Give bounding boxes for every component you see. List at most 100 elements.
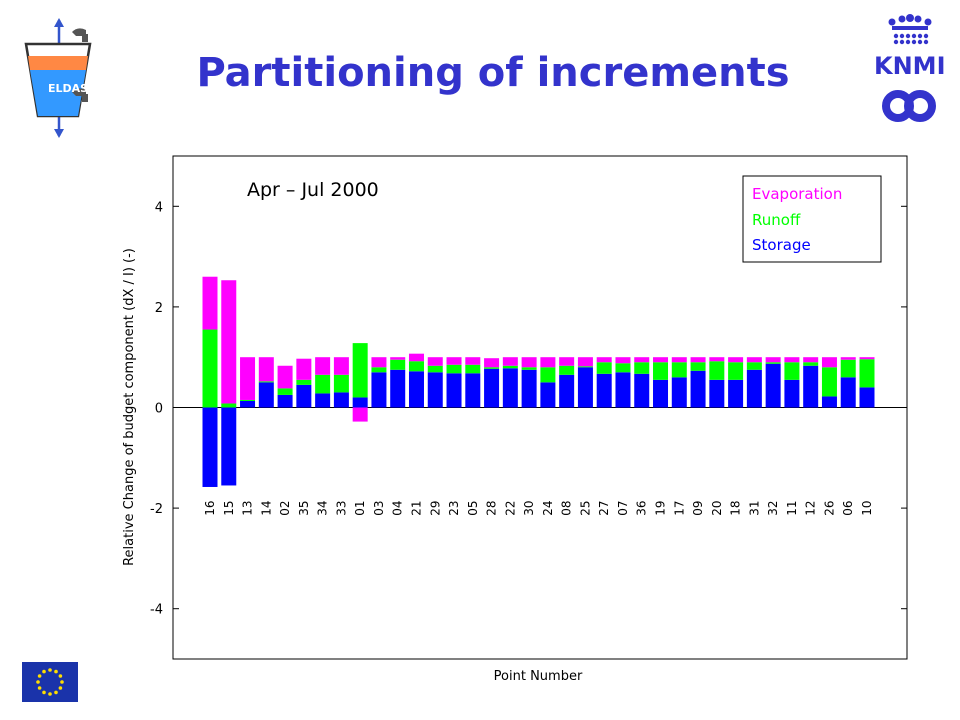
bar-storage-31 — [746, 369, 762, 408]
bar-runoff-29 — [427, 365, 443, 373]
x-tick-label-33: 33 — [334, 501, 348, 516]
bar-storage-18 — [728, 379, 744, 408]
bar-runoff-05 — [465, 364, 481, 374]
bar-storage-33 — [333, 392, 349, 408]
bar-storage-29 — [427, 372, 443, 408]
bar-storage-25 — [577, 367, 593, 408]
bar-runoff-24 — [540, 367, 556, 383]
x-tick-label-25: 25 — [578, 501, 592, 516]
bar-storage-34 — [315, 393, 331, 408]
bar-evaporation-25 — [577, 357, 593, 367]
bar-runoff-33 — [333, 374, 349, 393]
bar-storage-02 — [277, 394, 293, 408]
bar-evaporation-09 — [690, 357, 706, 363]
y-tick-label: 2 — [155, 301, 163, 316]
chart-annotation: Apr – Jul 2000 — [247, 179, 379, 201]
x-tick-label-05: 05 — [466, 501, 480, 516]
bar-storage-07 — [615, 372, 631, 408]
x-tick-label-17: 17 — [672, 501, 686, 516]
bar-storage-36 — [634, 373, 650, 408]
bar-runoff-14 — [258, 381, 274, 383]
bar-storage-35 — [296, 384, 312, 408]
bar-storage-15 — [221, 407, 237, 486]
bar-storage-24 — [540, 382, 556, 408]
bar-evaporation-01 — [352, 407, 368, 422]
x-tick-label-27: 27 — [597, 501, 611, 516]
bar-storage-30 — [521, 369, 537, 408]
bar-evaporation-14 — [258, 357, 274, 382]
bar-evaporation-15 — [221, 280, 237, 404]
bar-storage-14 — [258, 382, 274, 408]
legend-entry-storage: Storage — [752, 236, 811, 254]
bar-runoff-28 — [484, 367, 500, 369]
bar-runoff-31 — [746, 362, 762, 370]
bar-storage-26 — [821, 396, 837, 408]
x-tick-label-22: 22 — [503, 501, 517, 516]
knmi-logo-text: KNMI — [874, 52, 946, 80]
bar-runoff-25 — [577, 366, 593, 368]
bar-evaporation-32 — [765, 357, 781, 363]
legend-entry-runoff: Runoff — [752, 211, 801, 229]
bar-evaporation-20 — [709, 357, 725, 362]
bar-runoff-36 — [634, 362, 650, 374]
bar-runoff-27 — [596, 362, 612, 374]
bar-evaporation-04 — [390, 357, 406, 360]
x-tick-label-26: 26 — [822, 501, 836, 516]
x-tick-label-14: 14 — [259, 501, 273, 516]
bar-evaporation-24 — [540, 357, 556, 368]
x-tick-label-01: 01 — [353, 501, 367, 516]
bar-evaporation-05 — [465, 357, 481, 365]
bar-evaporation-03 — [371, 357, 387, 368]
x-tick-label-02: 02 — [278, 501, 292, 516]
bar-runoff-11 — [784, 362, 800, 380]
bar-evaporation-19 — [653, 357, 669, 363]
bar-runoff-12 — [803, 362, 819, 366]
bar-storage-03 — [371, 372, 387, 408]
x-tick-label-03: 03 — [372, 501, 386, 516]
bar-runoff-17 — [671, 362, 687, 378]
bar-runoff-19 — [653, 362, 669, 380]
bar-evaporation-17 — [671, 357, 687, 363]
bar-evaporation-06 — [840, 357, 856, 360]
x-tick-label-08: 08 — [560, 501, 574, 516]
bar-evaporation-28 — [484, 358, 500, 368]
bar-evaporation-33 — [333, 357, 349, 375]
bar-storage-32 — [765, 363, 781, 408]
bar-runoff-04 — [390, 359, 406, 370]
x-tick-label-34: 34 — [316, 501, 330, 516]
x-tick-label-11: 11 — [785, 501, 799, 516]
bar-storage-17 — [671, 377, 687, 408]
bar-storage-12 — [803, 365, 819, 408]
bar-storage-04 — [390, 369, 406, 408]
bar-evaporation-30 — [521, 357, 537, 368]
bar-runoff-18 — [728, 362, 744, 380]
bar-storage-05 — [465, 373, 481, 408]
bar-runoff-30 — [521, 367, 537, 370]
y-tick-label: -2 — [150, 502, 163, 517]
x-tick-label-07: 07 — [616, 501, 630, 516]
bar-evaporation-16 — [202, 276, 218, 330]
legend-entry-evaporation: Evaporation — [752, 185, 842, 203]
bar-storage-27 — [596, 373, 612, 408]
bar-runoff-34 — [315, 374, 331, 394]
bar-storage-08 — [559, 374, 575, 408]
bar-runoff-06 — [840, 359, 856, 378]
bar-runoff-01 — [352, 343, 368, 398]
y-axis-ticks: 420-2-4 — [150, 200, 907, 618]
x-tick-label-10: 10 — [860, 501, 874, 516]
bar-storage-13 — [240, 400, 256, 408]
x-tick-label-29: 29 — [428, 501, 442, 516]
bar-evaporation-11 — [784, 357, 800, 363]
legend-box — [742, 175, 882, 263]
bar-evaporation-35 — [296, 358, 312, 380]
bar-evaporation-13 — [240, 357, 256, 400]
bars — [202, 276, 875, 487]
x-axis-title: Point Number — [494, 669, 583, 684]
bar-storage-06 — [840, 377, 856, 408]
eldas-logo-text: ELDAS — [48, 82, 88, 95]
bar-storage-23 — [446, 373, 462, 408]
x-tick-label-30: 30 — [522, 501, 536, 516]
bar-evaporation-21 — [408, 353, 424, 362]
y-tick-label: 0 — [155, 402, 163, 417]
